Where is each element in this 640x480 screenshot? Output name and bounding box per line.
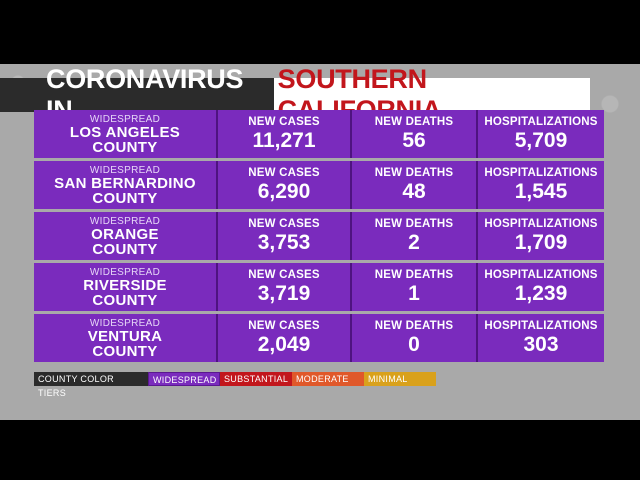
- hospitalizations-header: HOSPITALIZATIONS: [484, 320, 598, 332]
- hospitalizations-cell: HOSPITALIZATIONS 1,545: [478, 161, 604, 209]
- new-deaths-value: 48: [402, 180, 426, 203]
- new-cases-header: NEW CASES: [248, 116, 320, 128]
- county-cell: WIDESPREAD ORANGE COUNTY: [34, 212, 218, 260]
- hospitalizations-cell: HOSPITALIZATIONS 1,239: [478, 263, 604, 311]
- new-cases-cell: NEW CASES 11,271: [218, 110, 352, 158]
- hospitalizations-header: HOSPITALIZATIONS: [484, 116, 598, 128]
- county-name: LOS ANGELES: [69, 123, 181, 141]
- county-suffix: COUNTY: [92, 240, 158, 258]
- table-row: WIDESPREAD LOS ANGELES COUNTY NEW CASES …: [34, 110, 604, 158]
- title-left: CORONAVIRUS IN: [0, 64, 274, 125]
- table-row: WIDESPREAD ORANGE COUNTY NEW CASES 3,753…: [34, 212, 604, 260]
- new-cases-header: NEW CASES: [248, 167, 320, 179]
- legend-widespread: WIDESPREAD: [148, 372, 220, 386]
- hospitalizations-cell: HOSPITALIZATIONS 303: [478, 314, 604, 362]
- county-name: ORANGE: [91, 225, 159, 243]
- new-deaths-header: NEW DEATHS: [374, 269, 454, 281]
- new-cases-header: NEW CASES: [248, 218, 320, 230]
- county-suffix: COUNTY: [92, 138, 158, 156]
- new-cases-value: 2,049: [257, 333, 311, 356]
- new-cases-value: 6,290: [257, 180, 311, 203]
- tier-label: WIDESPREAD: [89, 113, 161, 125]
- hospitalizations-cell: HOSPITALIZATIONS 1,709: [478, 212, 604, 260]
- new-deaths-cell: NEW DEATHS 56: [352, 110, 478, 158]
- county-name: VENTURA: [87, 327, 163, 345]
- title-right: SOUTHERN CALIFORNIA: [273, 64, 590, 125]
- county-suffix: COUNTY: [92, 342, 158, 360]
- new-deaths-header: NEW DEATHS: [374, 320, 454, 332]
- new-cases-cell: NEW CASES 3,719: [218, 263, 352, 311]
- new-deaths-cell: NEW DEATHS 2: [352, 212, 478, 260]
- new-deaths-header: NEW DEATHS: [374, 116, 454, 128]
- tier-label: WIDESPREAD: [89, 164, 161, 176]
- county-name: SAN BERNARDINO: [54, 174, 196, 192]
- new-deaths-cell: NEW DEATHS 48: [352, 161, 478, 209]
- county-suffix: COUNTY: [92, 291, 158, 309]
- county-table: WIDESPREAD LOS ANGELES COUNTY NEW CASES …: [34, 110, 604, 365]
- table-row: WIDESPREAD RIVERSIDE COUNTY NEW CASES 3,…: [34, 263, 604, 311]
- tier-label: WIDESPREAD: [89, 266, 161, 278]
- hospitalizations-value: 1,239: [514, 282, 568, 305]
- new-cases-header: NEW CASES: [248, 269, 320, 281]
- hospitalizations-value: 1,545: [514, 180, 568, 203]
- hospitalizations-value: 1,709: [514, 231, 568, 254]
- legend-minimal: MINIMAL: [364, 372, 436, 386]
- county-cell: WIDESPREAD SAN BERNARDINO COUNTY: [34, 161, 218, 209]
- hospitalizations-header: HOSPITALIZATIONS: [484, 269, 598, 281]
- county-name: RIVERSIDE: [83, 276, 167, 294]
- new-deaths-value: 1: [408, 282, 420, 305]
- new-cases-header: NEW CASES: [248, 320, 320, 332]
- legend-substantial: SUBSTANTIAL: [220, 372, 292, 386]
- new-deaths-value: 2: [408, 231, 420, 254]
- new-deaths-value: 0: [408, 333, 420, 356]
- county-cell: WIDESPREAD VENTURA COUNTY: [34, 314, 218, 362]
- hospitalizations-value: 5,709: [514, 129, 568, 152]
- new-cases-cell: NEW CASES 6,290: [218, 161, 352, 209]
- new-cases-value: 11,271: [252, 129, 316, 152]
- new-cases-value: 3,719: [257, 282, 311, 305]
- tier-legend: COUNTY COLOR TIERS WIDESPREAD SUBSTANTIA…: [34, 372, 436, 398]
- tier-label: WIDESPREAD: [89, 215, 161, 227]
- county-cell: WIDESPREAD LOS ANGELES COUNTY: [34, 110, 218, 158]
- new-deaths-cell: NEW DEATHS 0: [352, 314, 478, 362]
- hospitalizations-cell: HOSPITALIZATIONS 5,709: [478, 110, 604, 158]
- hospitalizations-header: HOSPITALIZATIONS: [484, 167, 598, 179]
- new-deaths-value: 56: [402, 129, 426, 152]
- new-deaths-header: NEW DEATHS: [374, 167, 454, 179]
- table-row: WIDESPREAD SAN BERNARDINO COUNTY NEW CAS…: [34, 161, 604, 209]
- new-deaths-header: NEW DEATHS: [374, 218, 454, 230]
- hospitalizations-header: HOSPITALIZATIONS: [484, 218, 598, 230]
- table-row: WIDESPREAD VENTURA COUNTY NEW CASES 2,04…: [34, 314, 604, 362]
- new-cases-value: 3,753: [257, 231, 311, 254]
- hospitalizations-value: 303: [523, 333, 559, 356]
- broadcast-graphic: CORONAVIRUS IN SOUTHERN CALIFORNIA WIDES…: [0, 64, 640, 420]
- new-deaths-cell: NEW DEATHS 1: [352, 263, 478, 311]
- tier-label: WIDESPREAD: [89, 317, 161, 329]
- county-cell: WIDESPREAD RIVERSIDE COUNTY: [34, 263, 218, 311]
- legend-title: COUNTY COLOR TIERS: [34, 372, 148, 398]
- title-bar: CORONAVIRUS IN SOUTHERN CALIFORNIA: [0, 64, 590, 125]
- new-cases-cell: NEW CASES 3,753: [218, 212, 352, 260]
- legend-moderate: MODERATE: [292, 372, 364, 386]
- county-suffix: COUNTY: [92, 189, 158, 207]
- new-cases-cell: NEW CASES 2,049: [218, 314, 352, 362]
